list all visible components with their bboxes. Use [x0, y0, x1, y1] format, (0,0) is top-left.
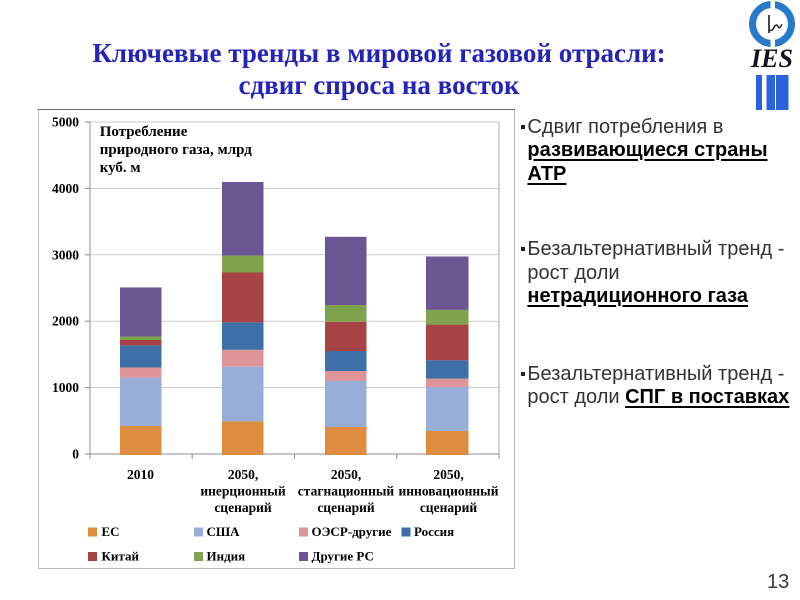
svg-text:сценарий: сценарий — [317, 500, 375, 515]
svg-text:сценарий: сценарий — [214, 500, 272, 515]
svg-text:2000: 2000 — [52, 314, 79, 329]
svg-text:стагнационный: стагнационный — [298, 484, 395, 499]
svg-text:2010: 2010 — [127, 467, 154, 482]
svg-text:0: 0 — [72, 447, 79, 462]
svg-text:2050,: 2050, — [433, 467, 463, 482]
svg-text:ЕС: ЕС — [102, 524, 120, 539]
svg-text:4000: 4000 — [52, 181, 79, 196]
svg-text:Россия: Россия — [414, 524, 454, 539]
svg-text:инновационный: инновационный — [399, 484, 499, 499]
svg-text:ОЭСР-другие: ОЭСР-другие — [312, 524, 392, 539]
svg-text:США: США — [207, 524, 241, 539]
svg-text:Китай: Китай — [102, 549, 140, 564]
svg-text:сценарий: сценарий — [420, 500, 478, 515]
svg-text:2050,: 2050, — [228, 467, 258, 482]
svg-text:Индия: Индия — [207, 549, 246, 564]
svg-text:инерционный: инерционный — [200, 484, 285, 499]
svg-text:5000: 5000 — [52, 115, 79, 130]
svg-text:2050,: 2050, — [331, 467, 361, 482]
svg-text:природного газа, млрд: природного газа, млрд — [100, 142, 253, 158]
svg-text:1000: 1000 — [52, 380, 79, 395]
svg-text:куб. м: куб. м — [100, 160, 141, 176]
svg-text:IES: IES — [750, 44, 793, 73]
svg-text:Другие РС: Другие РС — [312, 549, 374, 564]
svg-text:Потребление: Потребление — [100, 124, 188, 140]
svg-text:3000: 3000 — [52, 247, 79, 262]
